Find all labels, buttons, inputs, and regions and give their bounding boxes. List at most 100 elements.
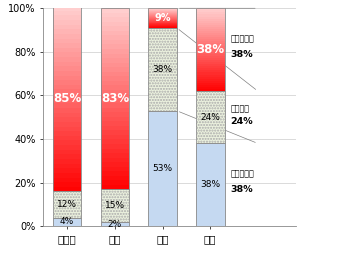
Bar [196, 68, 225, 70]
Bar [148, 21, 177, 22]
Bar [53, 164, 82, 168]
Bar [100, 112, 129, 117]
Bar [100, 108, 129, 112]
Bar [53, 6, 82, 11]
Text: 38%: 38% [200, 181, 220, 189]
Bar [53, 85, 82, 89]
Bar [148, 17, 177, 18]
Bar [100, 40, 129, 44]
Text: 基準値未満: 基準値未満 [231, 169, 255, 179]
Bar [148, 25, 177, 26]
Text: 9%: 9% [154, 13, 171, 23]
Bar [53, 62, 82, 66]
Bar [100, 158, 129, 162]
Bar [196, 46, 225, 48]
Bar [100, 22, 129, 26]
Bar [148, 28, 177, 111]
Bar [196, 15, 225, 17]
Bar [196, 44, 225, 46]
Bar [100, 49, 129, 54]
Bar [100, 222, 129, 226]
Bar [196, 73, 225, 75]
Bar [53, 71, 82, 76]
Text: 15%: 15% [105, 201, 125, 210]
Bar [196, 27, 225, 29]
Text: 4%: 4% [60, 217, 74, 227]
Bar [196, 58, 225, 60]
Bar [100, 144, 129, 148]
Bar [196, 79, 225, 81]
Bar [53, 117, 82, 122]
Bar [196, 144, 225, 226]
Bar [100, 185, 129, 189]
Bar [196, 77, 225, 79]
Bar [148, 14, 177, 15]
Text: 38%: 38% [152, 65, 173, 74]
Bar [100, 35, 129, 40]
Bar [100, 67, 129, 71]
Bar [100, 117, 129, 121]
Bar [53, 48, 82, 52]
Bar [100, 131, 129, 135]
Bar [148, 16, 177, 17]
Bar [196, 91, 225, 144]
Bar [100, 8, 129, 13]
Bar [53, 173, 82, 177]
Text: 38%: 38% [196, 43, 224, 56]
Bar [53, 140, 82, 145]
Bar [53, 136, 82, 140]
Text: 38%: 38% [231, 185, 253, 194]
Bar [53, 11, 82, 15]
Bar [100, 126, 129, 131]
Bar [53, 66, 82, 71]
Bar [196, 48, 225, 50]
Bar [196, 81, 225, 83]
Bar [100, 13, 129, 17]
Bar [196, 52, 225, 54]
Bar [196, 56, 225, 58]
Bar [53, 6, 82, 192]
Bar [53, 192, 82, 217]
Bar [53, 159, 82, 164]
Bar [196, 70, 225, 73]
Bar [148, 13, 177, 14]
Bar [53, 217, 82, 226]
Bar [53, 182, 82, 187]
Bar [100, 81, 129, 85]
Bar [148, 18, 177, 19]
Bar [53, 131, 82, 136]
Text: 38%: 38% [231, 50, 253, 59]
Bar [196, 37, 225, 39]
Bar [100, 99, 129, 103]
Bar [148, 111, 177, 226]
Bar [196, 12, 225, 15]
Bar [196, 29, 225, 31]
Bar [53, 113, 82, 117]
Bar [100, 44, 129, 49]
Bar [148, 8, 177, 28]
Bar [196, 23, 225, 25]
Bar [196, 35, 225, 37]
Bar [53, 20, 82, 25]
Bar [100, 58, 129, 63]
Bar [53, 57, 82, 62]
Bar [53, 25, 82, 29]
Bar [148, 24, 177, 25]
Bar [100, 148, 129, 153]
Bar [196, 31, 225, 33]
Bar [100, 94, 129, 99]
Bar [100, 54, 129, 58]
Bar [196, 21, 225, 23]
Bar [100, 180, 129, 185]
Bar [53, 177, 82, 182]
Bar [196, 75, 225, 77]
Bar [53, 145, 82, 150]
Bar [196, 54, 225, 56]
Bar [196, 41, 225, 44]
Bar [53, 89, 82, 94]
Bar [148, 20, 177, 21]
Bar [53, 127, 82, 131]
Bar [100, 31, 129, 35]
Bar [53, 187, 82, 192]
Bar [196, 10, 225, 12]
